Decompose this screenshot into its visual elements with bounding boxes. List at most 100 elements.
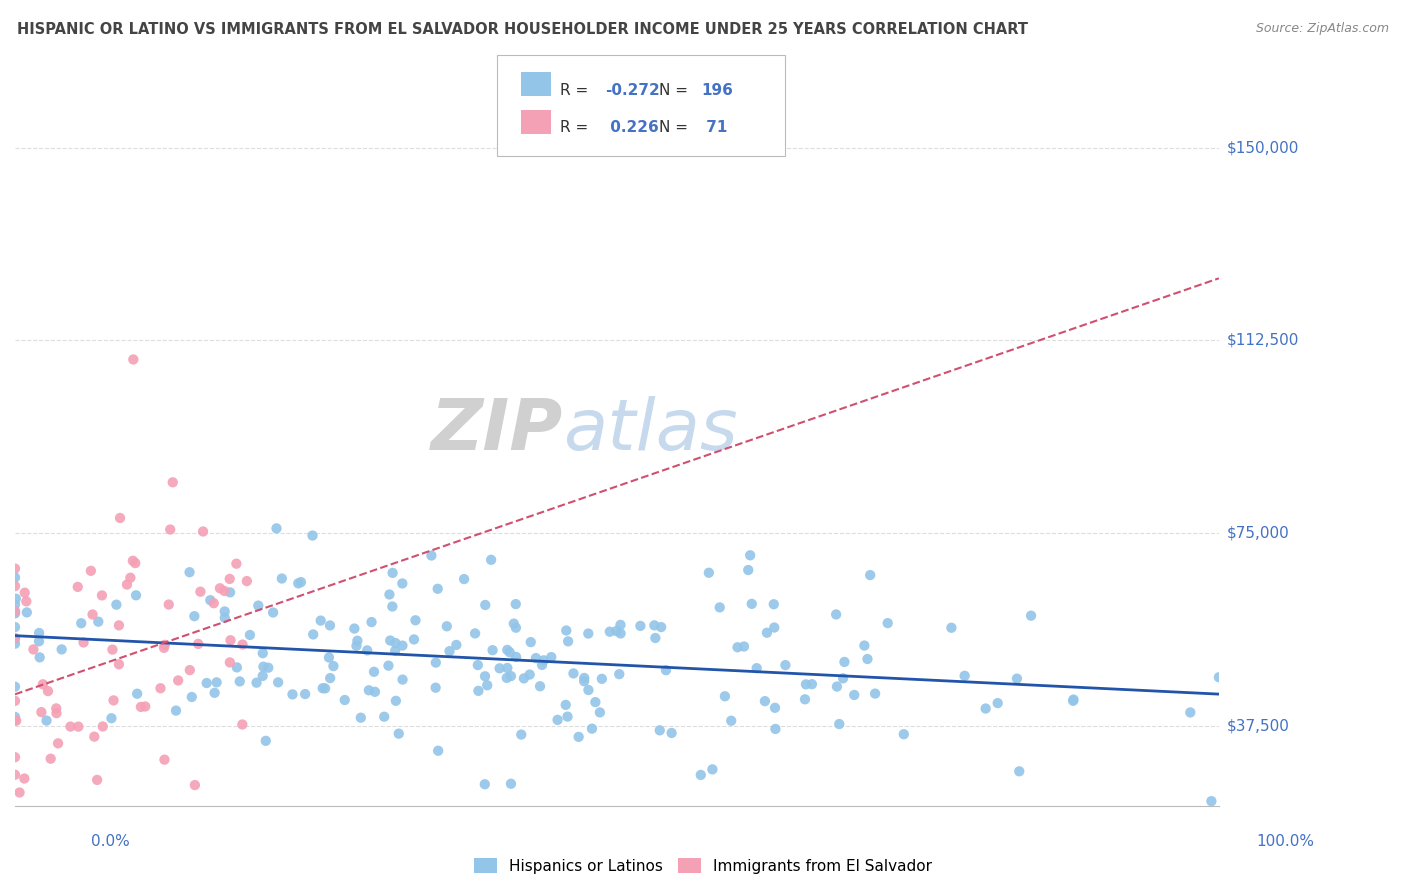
Point <box>426 582 449 596</box>
Point <box>179 663 201 677</box>
Point <box>356 643 378 657</box>
Point <box>180 690 202 704</box>
Point <box>436 619 458 633</box>
Point <box>505 649 527 664</box>
Point <box>82 607 104 622</box>
Point <box>4 710 27 724</box>
Point <box>557 709 579 723</box>
Point <box>312 681 335 696</box>
Point <box>357 683 380 698</box>
Point <box>828 717 851 731</box>
Point <box>709 600 731 615</box>
Point <box>755 625 778 640</box>
Point <box>122 352 145 367</box>
Point <box>741 597 763 611</box>
Point <box>153 640 176 655</box>
Point <box>650 620 672 634</box>
Point <box>218 656 240 670</box>
Point <box>343 622 366 636</box>
Point <box>825 607 848 622</box>
Point <box>215 809 238 823</box>
Point <box>488 661 510 675</box>
Point <box>941 621 963 635</box>
Point <box>643 618 665 632</box>
Point <box>513 672 536 686</box>
Point <box>720 714 742 728</box>
Text: 71: 71 <box>702 120 727 136</box>
Point <box>1019 608 1042 623</box>
Point <box>208 581 231 595</box>
Point <box>239 628 262 642</box>
Point <box>385 694 408 708</box>
Point <box>974 701 997 715</box>
Point <box>800 677 823 691</box>
Point <box>4 632 27 646</box>
Point <box>499 777 522 791</box>
Point <box>202 596 225 610</box>
Point <box>254 734 277 748</box>
Point <box>281 687 304 701</box>
Point <box>287 576 309 591</box>
Point <box>607 667 630 681</box>
Point <box>37 684 59 698</box>
Point <box>578 683 600 698</box>
Point <box>4 714 27 728</box>
Text: N =: N = <box>659 83 693 98</box>
Point <box>576 626 599 640</box>
Point <box>529 679 551 693</box>
Point <box>1005 672 1028 686</box>
Point <box>66 580 89 594</box>
Point <box>405 613 427 627</box>
Point <box>322 659 344 673</box>
Point <box>122 554 145 568</box>
Point <box>427 744 450 758</box>
Point <box>381 566 404 580</box>
Point <box>555 624 578 638</box>
Point <box>28 634 51 648</box>
Point <box>101 642 124 657</box>
Point <box>4 607 27 621</box>
Point <box>834 655 856 669</box>
Legend: Hispanics or Latinos, Immigrants from El Salvador: Hispanics or Latinos, Immigrants from El… <box>468 852 938 880</box>
Point <box>1008 764 1031 779</box>
Point <box>474 598 496 612</box>
Point <box>863 687 886 701</box>
Text: 0.226: 0.226 <box>605 120 658 136</box>
Point <box>290 575 312 590</box>
Point <box>319 671 342 685</box>
Point <box>59 720 82 734</box>
Point <box>4 604 27 618</box>
Point <box>496 643 519 657</box>
Text: N =: N = <box>659 120 693 136</box>
Point <box>599 624 621 639</box>
Point <box>609 626 631 640</box>
Point <box>15 606 38 620</box>
Point <box>763 700 786 714</box>
Point <box>859 568 882 582</box>
Point <box>557 634 579 648</box>
Point <box>67 720 90 734</box>
Point <box>391 576 413 591</box>
Point <box>505 597 527 611</box>
Text: ZIP: ZIP <box>430 396 562 465</box>
Point <box>318 650 340 665</box>
Point <box>294 687 316 701</box>
Point <box>108 657 131 672</box>
Point <box>14 585 37 599</box>
Point <box>262 606 284 620</box>
Point <box>519 635 541 649</box>
Point <box>105 598 128 612</box>
Point <box>225 557 247 571</box>
Point <box>1180 706 1202 720</box>
Point <box>391 639 413 653</box>
Point <box>531 657 554 672</box>
Point <box>628 619 651 633</box>
Point <box>228 674 250 689</box>
Point <box>225 660 247 674</box>
Point <box>257 661 280 675</box>
FancyBboxPatch shape <box>520 72 551 96</box>
Point <box>377 658 399 673</box>
Point <box>187 637 209 651</box>
Point <box>363 665 385 679</box>
Point <box>474 669 496 683</box>
